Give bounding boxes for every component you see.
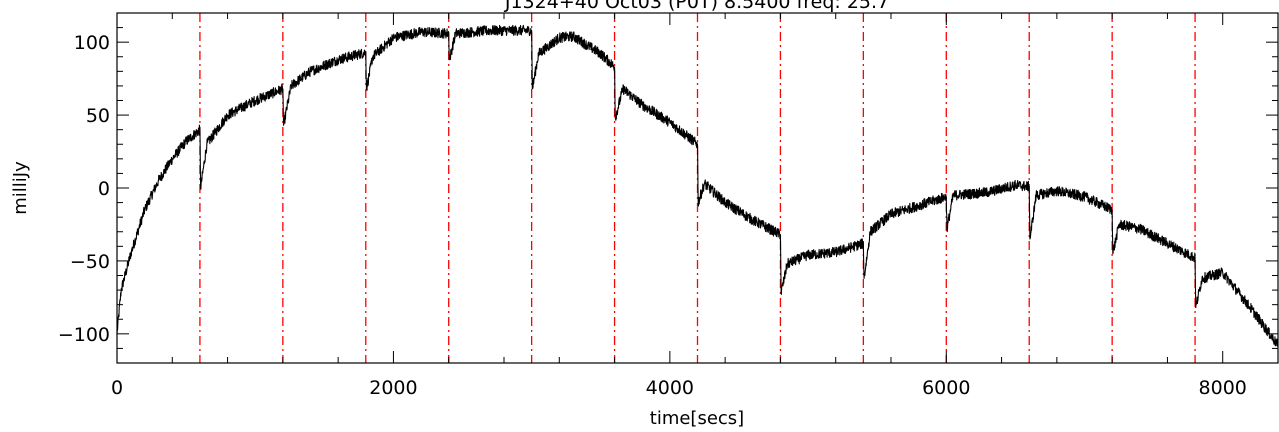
y-tick-label: 0 bbox=[98, 178, 110, 200]
y-tick-label: −50 bbox=[70, 251, 110, 273]
chart-title: J1324+40 Oct03 (P0T) 8.5400 freq: 25.7 bbox=[504, 0, 889, 13]
y-tick-label: −100 bbox=[58, 324, 110, 346]
series-line-0 bbox=[116, 24, 1279, 347]
y-axis-title: milliJy bbox=[10, 161, 31, 215]
x-tick-label: 4000 bbox=[646, 377, 694, 399]
x-tick-label: 8000 bbox=[1199, 377, 1247, 399]
x-tick-label: 6000 bbox=[922, 377, 970, 399]
series-layer bbox=[116, 24, 1279, 347]
x-axis-title: time[secs] bbox=[650, 408, 744, 429]
x-tick-label: 0 bbox=[111, 377, 123, 399]
y-tick-label: 100 bbox=[74, 32, 110, 54]
y-tick-label: 50 bbox=[86, 105, 110, 127]
x-tick-label: 2000 bbox=[369, 377, 417, 399]
ticks-layer: 0 2000 4000 6000 8000 −100 −50 0 50 100 bbox=[58, 12, 1279, 399]
plot-frame bbox=[116, 12, 1279, 364]
